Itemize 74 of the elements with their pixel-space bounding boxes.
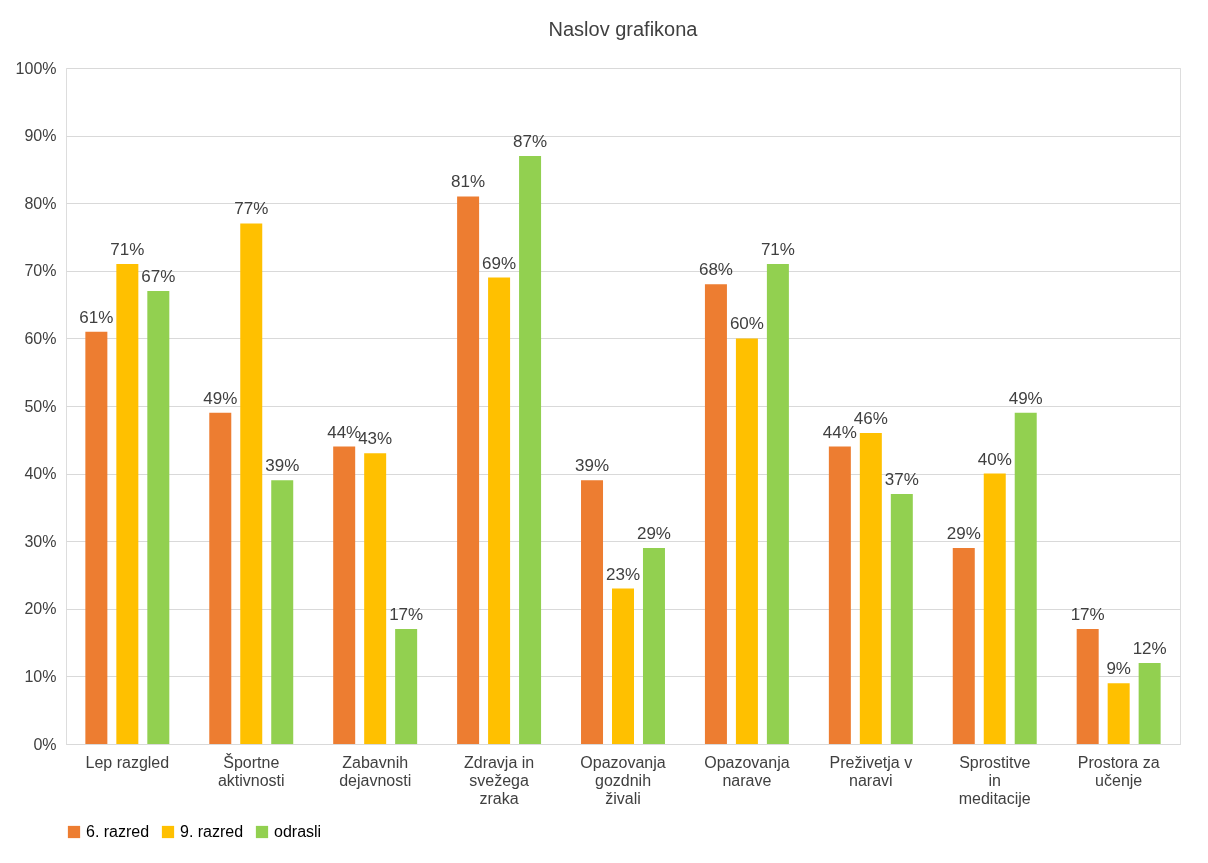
legend-label: 9. razred [180, 823, 244, 840]
data-label: 69% [482, 253, 517, 273]
bar [488, 277, 511, 744]
bar [240, 223, 263, 744]
bar [333, 446, 356, 744]
data-label: 23% [605, 564, 641, 584]
x-tick-label: Prostora za učenje [1077, 753, 1160, 789]
data-label: 29% [636, 523, 671, 543]
y-tick-label: 0% [33, 735, 57, 753]
x-tick-label: Preživetja v naravi [829, 753, 913, 789]
bar [147, 291, 170, 744]
bar [1076, 629, 1099, 744]
y-tick-label: 20% [24, 600, 57, 618]
bar [1138, 662, 1161, 744]
data-label: 17% [389, 605, 424, 625]
bar [395, 629, 418, 744]
data-label: 77% [234, 199, 269, 219]
x-tick-label: Športne aktivnosti [217, 752, 285, 789]
bar [735, 338, 758, 744]
bar [457, 196, 480, 744]
bar [85, 331, 108, 744]
bar [859, 433, 882, 744]
bar [364, 453, 387, 744]
bar [704, 284, 727, 744]
bar [1014, 412, 1037, 744]
data-label: 81% [451, 172, 486, 192]
bar [766, 264, 789, 744]
legend-label: odrasli [274, 823, 322, 840]
x-tick-label: Opazovanja narave [704, 753, 790, 789]
data-label: 17% [1070, 605, 1105, 625]
bar [952, 547, 975, 744]
bar [581, 480, 604, 744]
data-label: 71% [760, 240, 795, 260]
bar [116, 264, 139, 744]
bar [828, 446, 851, 744]
y-tick-label: 90% [24, 127, 57, 145]
data-label: 87% [513, 131, 548, 151]
legend-label: 6. razred [86, 823, 150, 840]
y-tick-label: 10% [24, 667, 57, 685]
x-tick-label: Lep razgled [85, 753, 170, 771]
data-label: 71% [110, 240, 145, 260]
bar [983, 473, 1006, 744]
data-label: 39% [575, 456, 610, 476]
data-label: 49% [1008, 388, 1043, 408]
bar [209, 412, 232, 744]
data-label: 39% [265, 456, 300, 476]
data-label: 67% [141, 267, 176, 287]
y-tick-label: 70% [24, 262, 57, 280]
x-tick-label: Zabavnih dejavnosti [339, 753, 412, 789]
data-label: 29% [946, 523, 981, 543]
y-tick-label: 80% [24, 194, 57, 212]
bar [612, 588, 634, 744]
y-tick-label: 40% [24, 465, 57, 483]
bar [271, 480, 294, 744]
bar [1107, 683, 1130, 744]
y-tick-label: 60% [24, 329, 57, 347]
y-tick-label: 100% [15, 59, 57, 77]
bar [890, 493, 913, 744]
x-tick-label: Opazovanja gozdnih živali [580, 753, 666, 807]
data-label: 60% [729, 314, 764, 334]
data-label: 68% [698, 260, 733, 280]
y-tick-label: 50% [24, 397, 57, 415]
data-label: 61% [79, 307, 114, 327]
data-label: 9% [1106, 659, 1131, 679]
data-label: 12% [1132, 638, 1167, 658]
x-tick-label: Sprostitve in meditacije [958, 753, 1031, 807]
x-tick-label: Zdravja in svežega zraka [463, 753, 535, 807]
data-label: 40% [977, 449, 1012, 469]
bar [519, 155, 542, 744]
chart-title: Naslov grafikona [548, 18, 699, 40]
data-label: 49% [203, 388, 238, 408]
bar [642, 547, 665, 744]
y-tick-label: 30% [24, 532, 57, 550]
data-label: 37% [884, 469, 919, 489]
